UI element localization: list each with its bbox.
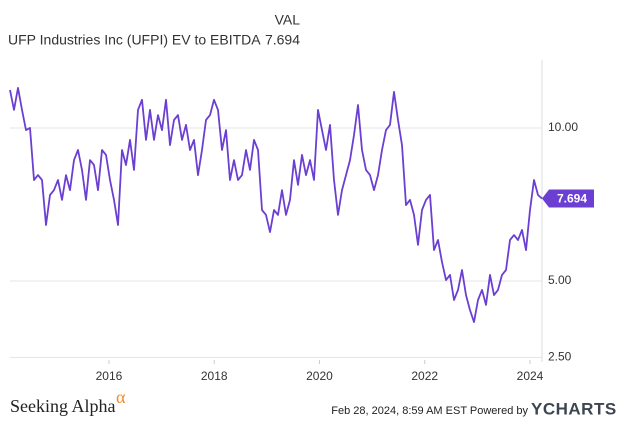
last-value-tag: [542, 189, 594, 208]
y-tick-label: 2.50: [548, 350, 572, 364]
x-tick-label: 2022: [411, 369, 438, 383]
x-tick-label: 2016: [96, 369, 123, 383]
source-logo: YCHARTS: [531, 399, 617, 418]
y-tick-label: 10.00: [548, 120, 578, 134]
x-tick-label: 2018: [201, 369, 228, 383]
x-tick-label: 2024: [517, 369, 544, 383]
series-line: [9, 86, 543, 323]
y-tick-label: 5.00: [548, 273, 572, 287]
last-value-label: 7.694: [557, 192, 587, 206]
legend-value: 7.694: [265, 32, 300, 48]
brand-mark: α: [116, 387, 126, 407]
brand: Seeking Alpha: [10, 396, 116, 416]
legend-label: UFP Industries Inc (UFPI) EV to EBITDA: [8, 32, 261, 48]
legend-header: VAL: [275, 12, 301, 28]
timestamp: Feb 28, 2024, 8:59 AM EST Powered by: [331, 405, 528, 417]
x-tick-label: 2020: [306, 369, 333, 383]
